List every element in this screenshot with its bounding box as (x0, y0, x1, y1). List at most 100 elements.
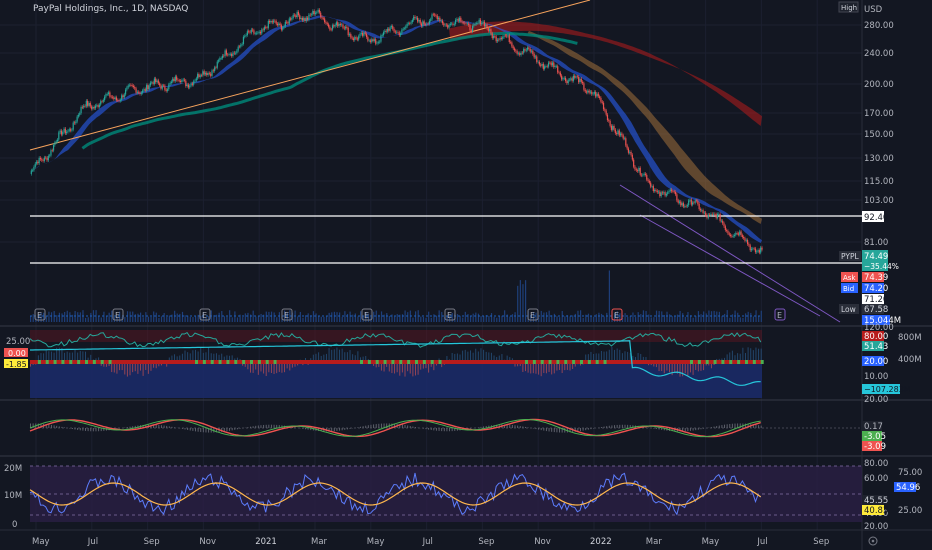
candle-body (557, 66, 559, 73)
macd-hist-bar (593, 428, 595, 429)
candle-body (757, 250, 759, 252)
candle-body (199, 75, 201, 77)
candle-body (212, 70, 214, 72)
macd-hist-bar (215, 428, 217, 433)
candle-body (60, 130, 63, 135)
volume-bar (682, 313, 684, 322)
signal-dot (697, 360, 701, 364)
macd-hist-bar (658, 428, 660, 430)
macd-hist-bar (74, 428, 76, 430)
candle-body (110, 96, 112, 98)
pane2-hist-bar (48, 351, 50, 360)
signal-dot (650, 360, 654, 364)
macd-hist-bar (87, 428, 89, 432)
candle-body (117, 100, 119, 101)
candle-body (668, 190, 670, 193)
pane2-hist-bar (74, 349, 76, 360)
candle-body (618, 130, 620, 136)
signal-dot (116, 360, 120, 364)
price-scale[interactable]: High USD 280.00 240.00 200.00 170.00 150… (838, 1, 901, 326)
candle-body (382, 32, 385, 36)
uptrend-line[interactable] (29, 0, 591, 151)
signal-dot (713, 360, 717, 364)
pane-2-oscillator[interactable] (29, 330, 764, 398)
pane2-hist-bar (642, 356, 644, 360)
volume-bar (637, 312, 639, 322)
pane2-hist-bar (294, 364, 296, 367)
volume-bar (320, 316, 322, 322)
price-tick: 170.00 (864, 109, 894, 119)
macd-hist-bar (40, 423, 42, 428)
volume-bar (344, 311, 346, 322)
candle-body (473, 24, 475, 26)
macd-hist-bar (129, 426, 131, 428)
pane2-hist-bar (373, 364, 375, 366)
pane-3-macd[interactable] (29, 418, 862, 438)
volume-bar (532, 312, 535, 322)
candle-body (503, 35, 505, 38)
pane2-hist-bar (695, 364, 697, 371)
pane2-hist-bar (608, 349, 610, 360)
candle-body (524, 49, 526, 51)
candle-body (672, 191, 674, 192)
macd-hist-bar (603, 426, 605, 428)
volume-bar (64, 311, 66, 322)
candle-body (506, 35, 508, 37)
candle-body (276, 23, 279, 26)
candle-body (299, 15, 301, 20)
volume-bar (758, 316, 760, 322)
pane2-hist-bar (126, 364, 128, 377)
candle-body (337, 22, 339, 27)
candle-body (478, 19, 480, 23)
candle-body (655, 189, 657, 191)
signal-dot (77, 360, 81, 364)
pane2-hist-bar (726, 354, 728, 360)
candle-body (447, 25, 449, 28)
pane2-hist-bar (192, 350, 194, 360)
candle-body (198, 74, 200, 77)
candle-body (686, 205, 688, 207)
macd-hist-bar (84, 428, 86, 431)
macd-hist-bar (312, 428, 314, 431)
candle-body (210, 73, 212, 76)
candle-body (71, 129, 73, 131)
candle-body (568, 79, 571, 81)
volume-bar (181, 311, 184, 322)
pane-4-rsi[interactable] (29, 465, 862, 522)
downtrend-line-upper[interactable] (619, 184, 841, 323)
candle-body (346, 26, 348, 29)
settings-icon[interactable] (868, 536, 878, 546)
mode-badge-box[interactable] (838, 1, 859, 13)
pane2-hist-bar (333, 349, 335, 360)
time-axis[interactable]: May Jul Sep Nov 2021 Mar May Jul Sep Nov 2022 Mar Ma… (32, 537, 829, 547)
pane2-hist-bar (579, 364, 581, 366)
macd-hist-bar (422, 428, 424, 429)
candle-body (379, 41, 381, 43)
candle-body (342, 24, 344, 28)
downtrend-line-lower[interactable] (639, 214, 821, 317)
pane2-hist-bar (472, 352, 474, 360)
pane2-hist-bar (412, 364, 414, 377)
candle-body (170, 81, 173, 83)
signal-dot (469, 360, 473, 364)
candle-body (237, 46, 239, 51)
pane2-hist-bar (312, 354, 314, 360)
candle-body (360, 32, 362, 34)
macd-hist-bar (695, 428, 697, 431)
macd-hist-bar (64, 427, 66, 428)
candle-body (161, 85, 163, 89)
candle-body (314, 12, 317, 15)
pane2-hist-bar (50, 351, 52, 360)
earnings-marker-box (281, 308, 293, 321)
macd-hist-bar (48, 424, 50, 428)
volume-bar (475, 312, 477, 322)
time-axis-label: May (367, 537, 385, 547)
candle-body (448, 24, 450, 28)
volume-bar (467, 314, 469, 322)
macd-hist-bar (234, 428, 236, 430)
candle-body (97, 105, 99, 107)
candle-body (49, 155, 51, 157)
macd-hist-bar (226, 428, 228, 432)
